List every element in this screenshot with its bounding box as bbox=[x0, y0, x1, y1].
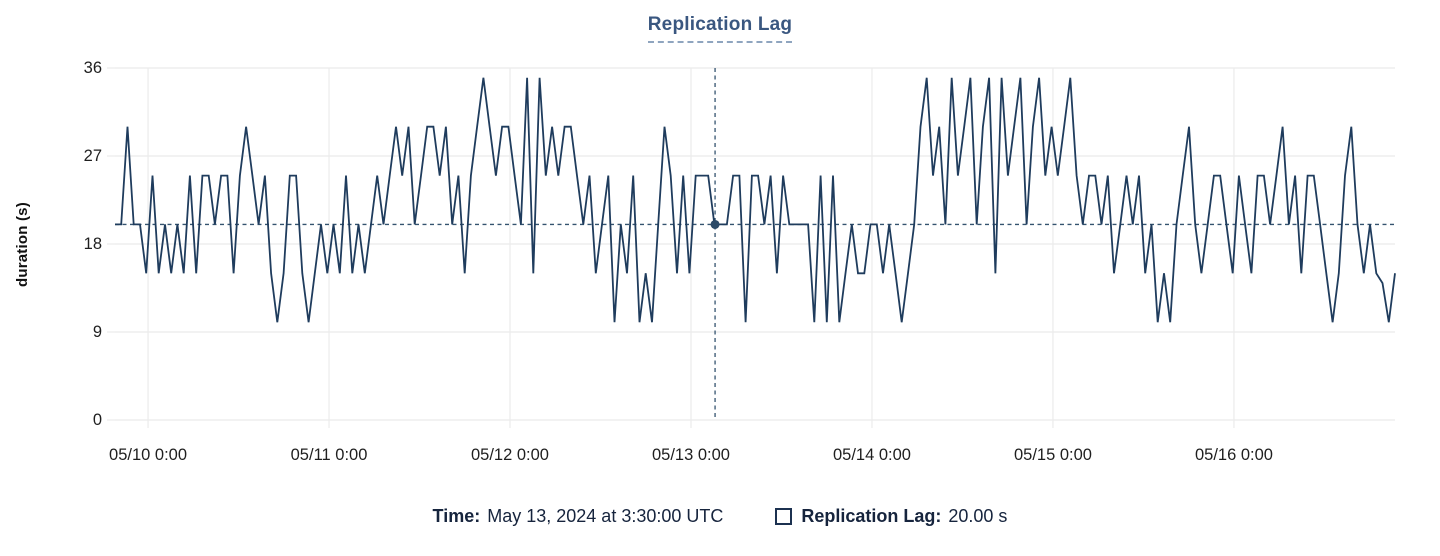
legend-checkbox-icon[interactable] bbox=[775, 508, 793, 525]
x-tick-label: 05/12 0:00 bbox=[471, 446, 549, 464]
x-tick-label: 05/16 0:00 bbox=[1194, 446, 1273, 464]
chart-svg bbox=[107, 67, 1396, 428]
x-tick-label: 05/13 0:00 bbox=[652, 446, 730, 464]
legend-series-value: 20.00 s bbox=[948, 506, 1008, 526]
x-tick-label: 05/11 0:00 bbox=[290, 446, 368, 464]
y-tick-label: 36 bbox=[83, 59, 102, 77]
y-tick-label: 0 bbox=[92, 411, 102, 429]
y-tick-label: 27 bbox=[83, 147, 102, 165]
y-tick-label: 18 bbox=[83, 235, 102, 253]
chart-plot-area[interactable] bbox=[107, 67, 1396, 428]
x-tick-label: 05/15 0:00 bbox=[1013, 446, 1092, 464]
legend-item-replication-lag[interactable]: Replication Lag: 20.00 s bbox=[775, 506, 1007, 527]
chart-header: Replication Lag bbox=[0, 14, 1440, 43]
crosshair-dot bbox=[710, 219, 720, 229]
x-tick-label: 05/14 0:00 bbox=[832, 446, 911, 464]
x-tick-label: 05/10 0:00 bbox=[109, 446, 188, 464]
tooltip-legend: Time: May 13, 2024 at 3:30:00 UTC Replic… bbox=[0, 506, 1440, 527]
series-line-replication-lag bbox=[115, 77, 1396, 323]
time-value: May 13, 2024 at 3:30:00 UTC bbox=[487, 506, 724, 526]
legend-series-label: Replication Lag: bbox=[801, 506, 942, 526]
y-tick-label: 9 bbox=[92, 323, 102, 341]
chart-title[interactable]: Replication Lag bbox=[647, 14, 793, 43]
time-label: Time: bbox=[432, 506, 481, 526]
y-axis-label: duration (s) bbox=[14, 202, 31, 288]
time-readout: Time: May 13, 2024 at 3:30:00 UTC bbox=[433, 506, 724, 527]
